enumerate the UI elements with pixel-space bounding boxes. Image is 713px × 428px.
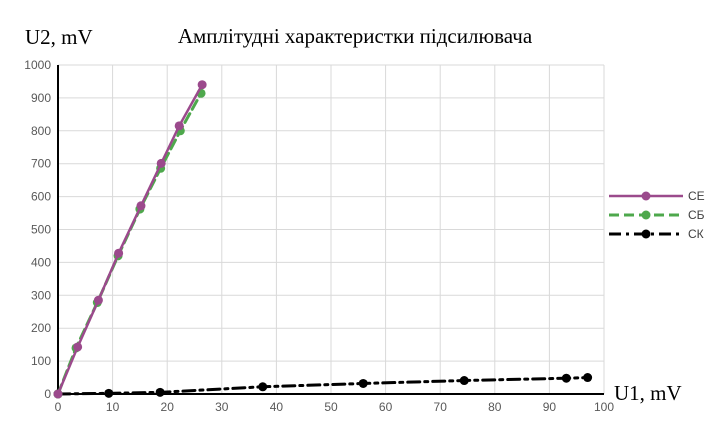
y-tick-label: 900 [31,91,51,105]
x-tick-label: 20 [161,400,175,414]
y-tick-label: 200 [31,321,51,335]
data-point [155,387,165,397]
data-point [53,389,63,399]
legend-label: СБ [688,208,705,222]
data-point [358,378,368,388]
grid [58,64,605,394]
legend-swatch-marker [641,191,651,201]
data-point [156,158,166,168]
data-point [136,201,146,211]
y-tick-labels: 0 100 200 300 400 500 600 700 800 900 1000 [24,58,51,401]
legend-item: СБ [609,208,705,222]
x-axis-title: U1, mV [614,381,682,405]
legend-label: СК [688,227,704,241]
y-tick-label: 1000 [24,58,51,72]
y-tick-label: 300 [31,288,51,302]
data-point [583,373,593,383]
x-tick-labels: 0 10 20 30 40 50 60 70 80 90 100 [55,400,615,414]
x-tick-label: 50 [324,400,338,414]
series-line [56,376,590,396]
x-tick-label: 10 [106,400,120,414]
x-tick-label: 60 [379,400,393,414]
legend-item: СК [609,227,704,241]
x-tick-label: 0 [55,400,62,414]
series-СЕ [53,80,207,399]
legend-swatch-marker [641,229,651,239]
x-tick-label: 40 [270,400,284,414]
y-axis-title: U2, mV [25,25,93,49]
series-line [56,83,204,396]
chart-title: Амплітудні характеристки підсилювача [178,24,533,48]
data-point [93,295,103,305]
y-tick-label: 500 [31,223,51,237]
x-tick-label: 70 [434,400,448,414]
legend: СЕ СБ СК [609,189,705,241]
y-tick-label: 100 [31,354,51,368]
y-tick-label: 0 [44,387,51,401]
x-tick-label: 90 [543,400,557,414]
x-tick-label: 30 [215,400,229,414]
y-tick-label: 400 [31,255,51,269]
legend-swatch-marker [641,210,651,220]
y-tick-label: 700 [31,157,51,171]
legend-label: СЕ [688,189,705,203]
data-point [73,342,83,352]
axes [57,65,604,395]
series-group [53,80,593,399]
data-point [561,373,571,383]
legend-item: СЕ [609,189,705,203]
data-point [174,121,184,131]
data-point [104,388,114,398]
data-point [459,376,469,386]
data-point [258,382,268,392]
y-tick-label: 800 [31,124,51,138]
data-point [197,80,207,90]
x-tick-label: 80 [488,400,502,414]
y-tick-label: 600 [31,190,51,204]
data-point [114,248,124,258]
x-tick-label: 100 [594,400,614,414]
